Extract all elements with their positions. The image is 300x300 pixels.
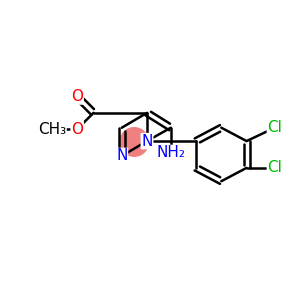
- Text: O: O: [71, 89, 83, 104]
- Text: CH₃: CH₃: [38, 122, 66, 137]
- Text: NH₂: NH₂: [156, 146, 185, 160]
- Text: N: N: [141, 134, 153, 148]
- Text: N: N: [116, 148, 128, 164]
- Text: O: O: [71, 122, 83, 137]
- Text: Cl: Cl: [267, 160, 282, 175]
- Text: Cl: Cl: [267, 120, 282, 135]
- Circle shape: [120, 128, 148, 156]
